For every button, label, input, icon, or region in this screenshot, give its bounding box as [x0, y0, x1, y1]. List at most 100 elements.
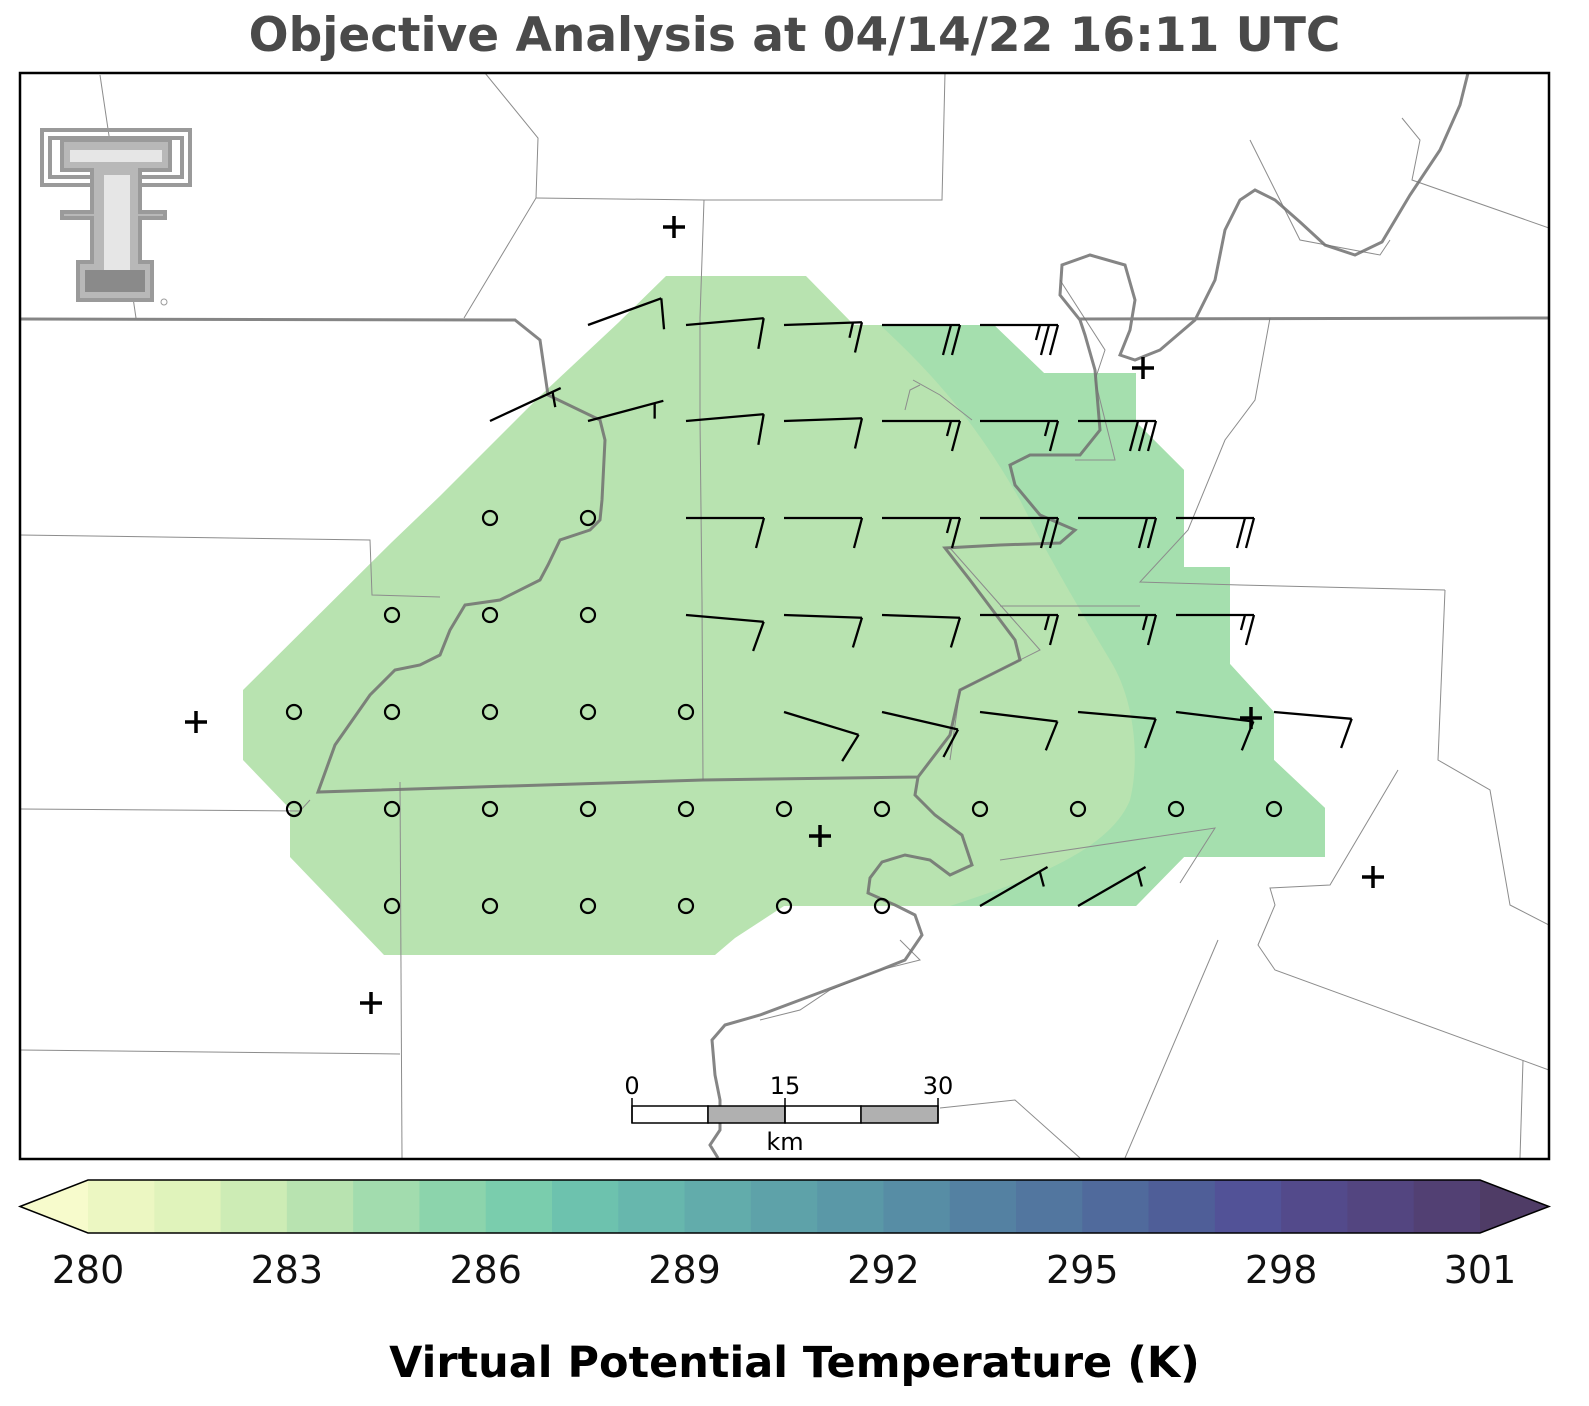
colorbar-segment — [1148, 1180, 1216, 1233]
colorbar-segment — [286, 1180, 354, 1233]
calm-wind-marker — [579, 800, 597, 818]
colorbar-tick-label: 295 — [1046, 1248, 1119, 1292]
colorbar-segment — [1214, 1180, 1282, 1233]
calm-wind-marker — [383, 897, 401, 915]
colorbar-extend-high — [1480, 1180, 1549, 1233]
colorbar-segment — [154, 1180, 222, 1233]
wind-barb — [1078, 419, 1158, 452]
wind-barb — [979, 866, 1049, 907]
colorbar — [17, 1179, 1552, 1234]
calm-wind-marker — [481, 606, 499, 624]
colorbar-tick-label: 280 — [52, 1248, 125, 1292]
colorbar-segment — [1082, 1180, 1150, 1233]
colorbar-segment — [1281, 1180, 1348, 1233]
wind-barb — [1077, 710, 1157, 749]
colorbar-segment — [88, 1180, 155, 1233]
wind-barb — [1176, 516, 1256, 549]
calm-wind-marker — [1167, 800, 1185, 818]
calm-wind-marker — [383, 606, 401, 624]
wind-barb — [1175, 710, 1255, 751]
wind-barb — [489, 386, 562, 423]
colorbar-extend-low — [20, 1180, 88, 1233]
colorbar-tick-label: 292 — [847, 1248, 920, 1292]
calm-wind-marker — [579, 509, 597, 527]
colorbar-segment — [817, 1180, 884, 1233]
wind-barb — [1078, 613, 1158, 646]
colorbar-tick-label: 289 — [648, 1248, 721, 1292]
calm-wind-marker — [677, 800, 695, 818]
colorbar-segment — [1016, 1180, 1083, 1233]
colorbar-segment — [1347, 1180, 1415, 1233]
wind-barb — [686, 516, 766, 549]
colorbar-segment — [220, 1180, 288, 1233]
scale-unit: km — [766, 1128, 803, 1156]
calm-wind-marker — [481, 509, 499, 527]
wind-barb — [979, 710, 1059, 751]
wind-barb — [783, 710, 860, 762]
calm-wind-marker — [579, 897, 597, 915]
colorbar-label: Virtual Potential Temperature (K) — [389, 1338, 1200, 1388]
colorbar-segment — [883, 1180, 951, 1233]
wind-barb — [685, 413, 765, 445]
colorbar-segment — [750, 1180, 818, 1233]
wind-barb — [685, 317, 765, 349]
calm-wind-marker — [1265, 800, 1283, 818]
station-marker — [809, 825, 831, 847]
calm-wind-marker — [383, 800, 401, 818]
station-marker — [663, 216, 685, 238]
calm-wind-marker — [873, 800, 891, 818]
calm-wind-marker — [481, 897, 499, 915]
wind-barb — [1078, 516, 1158, 549]
chart-title: Objective Analysis at 04/14/22 16:11 UTC — [248, 8, 1341, 63]
calm-wind-marker — [677, 897, 695, 915]
calm-wind-marker — [873, 897, 891, 915]
wind-barb — [1176, 613, 1256, 646]
calm-wind-marker — [579, 703, 597, 721]
station-marker — [1362, 866, 1384, 888]
wind-barbs — [489, 297, 1353, 907]
wind-barb — [882, 419, 962, 452]
wind-barb — [587, 399, 664, 423]
colorbar-tick-label: 301 — [1444, 1248, 1517, 1292]
texas-tech-logo — [40, 128, 192, 306]
map-frame — [18, 71, 1551, 1161]
station-markers — [185, 216, 1384, 1014]
colorbar-segment — [485, 1180, 553, 1233]
colorbar-segment — [684, 1180, 752, 1233]
colorbar-outline — [17, 1179, 1552, 1234]
wind-barb — [980, 613, 1060, 646]
colorbar-segment — [419, 1180, 487, 1233]
wind-barb — [685, 613, 765, 652]
wind-barb — [980, 516, 1060, 549]
wind-barb — [1077, 866, 1147, 907]
station-marker — [185, 711, 207, 733]
calm-wind-marker — [775, 800, 793, 818]
colorbar-tick-label: 286 — [449, 1248, 522, 1292]
calm-wind-markers — [285, 509, 1283, 915]
colorbar-segment — [1413, 1180, 1481, 1233]
calm-wind-marker — [481, 703, 499, 721]
wind-barb — [882, 323, 962, 356]
calm-wind-marker — [285, 703, 303, 721]
wind-barb — [587, 297, 666, 330]
wind-barb — [980, 323, 1060, 356]
wind-barb — [783, 613, 864, 648]
colorbar-segment — [949, 1180, 1017, 1233]
colorbar-tick-labels: 280283286289292295298301304 — [52, 1248, 1517, 1292]
calm-wind-marker — [481, 800, 499, 818]
wind-barb — [783, 321, 864, 353]
colorbar-tick-label: 298 — [1245, 1248, 1318, 1292]
colorbar-segment — [618, 1180, 686, 1233]
scale-label-30: 30 — [923, 1072, 954, 1100]
calm-wind-marker — [1069, 800, 1087, 818]
wind-barb — [1273, 710, 1353, 749]
calm-wind-marker — [971, 800, 989, 818]
colorbar-segment — [552, 1180, 619, 1233]
colorbar-segment — [353, 1180, 420, 1233]
scale-label-0: 0 — [624, 1072, 639, 1100]
calm-wind-marker — [677, 703, 695, 721]
wind-barb — [980, 419, 1060, 452]
wind-barb — [882, 516, 962, 549]
scale-bar: 0 15 30 km — [624, 1072, 953, 1156]
